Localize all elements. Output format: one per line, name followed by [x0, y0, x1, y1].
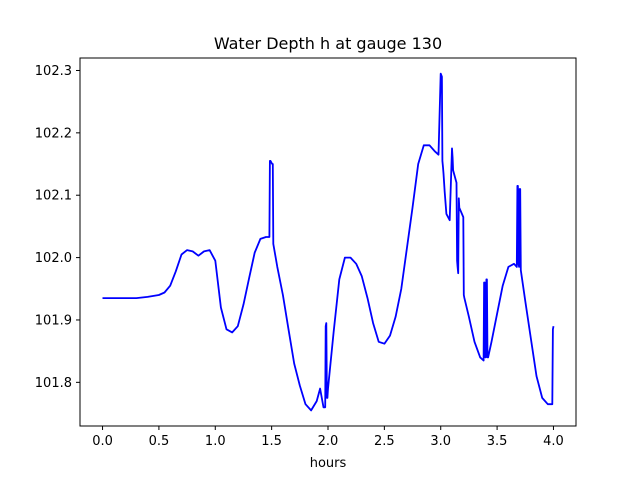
- x-tick-label: 3.5: [487, 434, 508, 449]
- y-tick-label: 101.8: [35, 376, 72, 391]
- x-tick-label: 4.0: [543, 434, 564, 449]
- y-tick-label: 102.3: [35, 64, 72, 79]
- x-tick-label: 1.5: [261, 434, 282, 449]
- x-axis-label: hours: [310, 456, 347, 471]
- y-tick-label: 102.1: [35, 189, 72, 204]
- y-tick-label: 101.9: [35, 313, 72, 328]
- x-tick-label: 0.0: [92, 434, 113, 449]
- x-tick-label: 2.0: [318, 434, 339, 449]
- x-tick-label: 0.5: [149, 434, 170, 449]
- y-tick-label: 102.0: [35, 251, 72, 266]
- y-axis: 101.8 101.9 102.0 102.1 102.2 102.3: [35, 64, 80, 391]
- series-line: [102, 72, 555, 412]
- x-tick-label: 1.0: [205, 434, 226, 449]
- x-tick-label: 2.5: [374, 434, 395, 449]
- x-axis: 0.0 0.5 1.0 1.5 2.0 2.5 3.0 3.5 4.0: [92, 426, 564, 449]
- chart-title: Water Depth h at gauge 130: [214, 34, 442, 53]
- y-tick-label: 102.2: [35, 126, 72, 141]
- x-tick-label: 3.0: [430, 434, 451, 449]
